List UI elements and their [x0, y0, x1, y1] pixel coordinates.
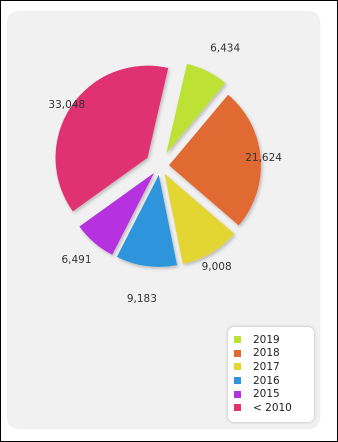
legend-swatch [234, 336, 241, 344]
legend-label: 2017 [253, 360, 280, 373]
legend-label: 2019 [253, 333, 280, 346]
pie-slice-2017[interactable] [164, 173, 235, 264]
legend-label: 2018 [253, 347, 280, 360]
pie-slice-2019[interactable] [166, 63, 226, 154]
data-label-2015: 6,491 [61, 254, 91, 266]
legend-swatch [234, 363, 241, 371]
legend-label: 2015 [253, 388, 280, 401]
legend-item-2018[interactable]: 2018 [234, 347, 314, 361]
pie-slice-2015[interactable] [79, 172, 155, 255]
legend-swatch [234, 390, 241, 398]
chart-legend: 2019 2018 2017 2016 2015 < 2010 [228, 327, 314, 422]
top-strip [1, 1, 335, 7]
legend-item-2019[interactable]: 2019 [234, 333, 314, 347]
legend-swatch [234, 404, 241, 412]
data-label-2018: 21,624 [245, 152, 282, 164]
data-label-2010: 33,048 [48, 99, 85, 111]
data-label-2019: 6,434 [210, 42, 240, 54]
legend-item-2016[interactable]: 2016 [234, 374, 314, 388]
data-label-2016: 9,183 [127, 293, 157, 305]
pie-slice-2010[interactable] [55, 65, 169, 212]
legend-item-2015[interactable]: 2015 [234, 387, 314, 401]
legend-swatch [234, 349, 241, 357]
legend-item-2017[interactable]: 2017 [234, 360, 314, 374]
pie-slice-2016[interactable] [116, 174, 178, 267]
legend-swatch [234, 377, 241, 385]
data-label-2017: 9,008 [202, 261, 232, 273]
legend-item-2010[interactable]: < 2010 [234, 401, 314, 415]
legend-label: < 2010 [253, 401, 292, 414]
pie-slice-2018[interactable] [168, 94, 261, 226]
legend-label: 2016 [253, 374, 280, 387]
